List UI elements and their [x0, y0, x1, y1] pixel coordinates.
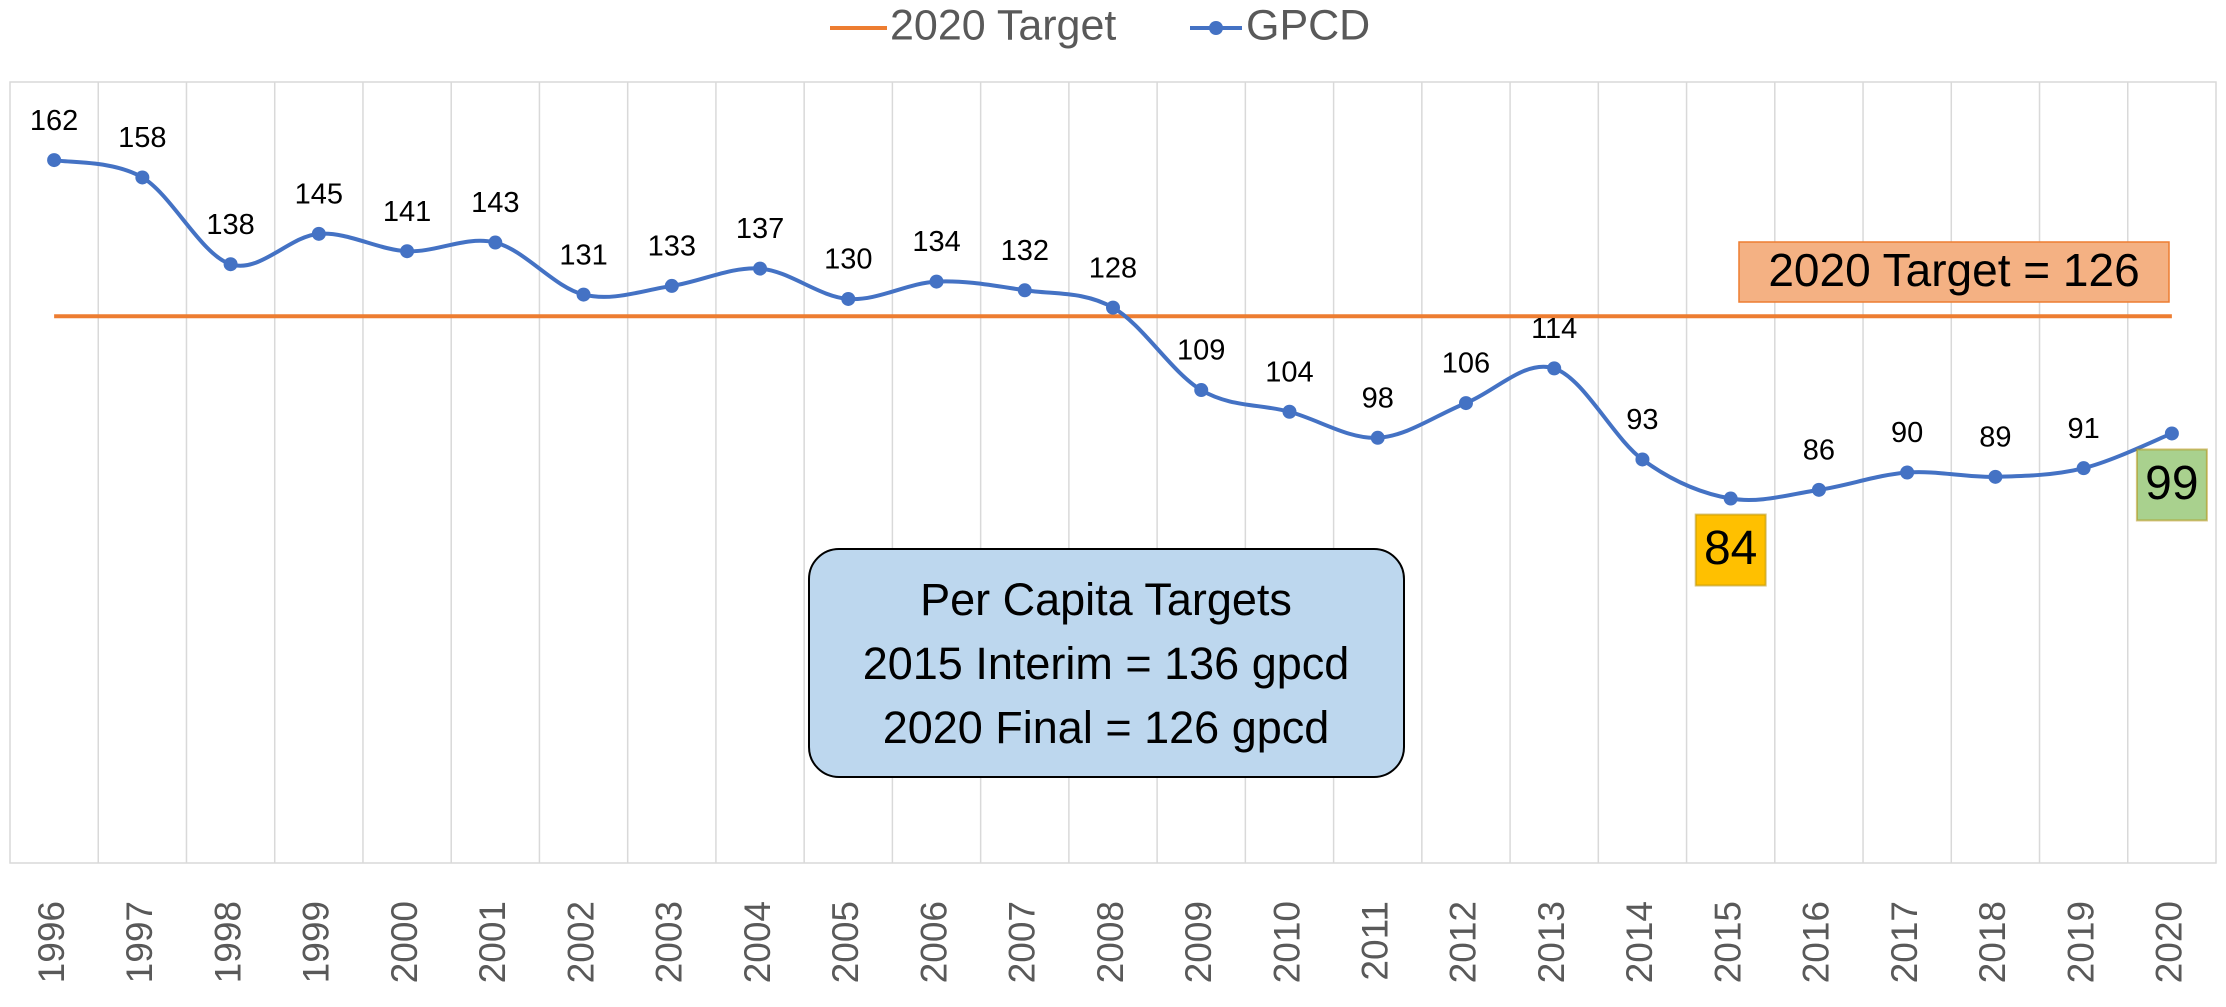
data-label: 86 [1803, 435, 1835, 467]
x-tick-label: 2009 [1178, 901, 1219, 983]
x-tick-label: 2020 [2149, 901, 2190, 983]
gpcd-point [1458, 396, 1473, 411]
gpcd-point [1282, 404, 1297, 419]
data-label: 158 [118, 122, 166, 154]
x-tick-label: 2016 [1796, 901, 1837, 983]
text-box-line: Per Capita Targets [920, 574, 1292, 625]
x-tick-label: 2017 [1884, 901, 1925, 983]
x-tick-label: 1998 [207, 901, 248, 983]
highlight-box [2135, 448, 2208, 522]
gpcd-point [311, 226, 326, 241]
text-box [808, 548, 1405, 778]
text-box-line: 2020 Final = 126 gpcd [883, 702, 1330, 753]
x-tick-label: 2006 [913, 901, 954, 983]
text-box-line: 2015 Interim = 136 gpcd [863, 638, 1350, 689]
annotation: 2020 Target = 126 [1768, 244, 2139, 296]
x-tick-label: 2014 [1619, 901, 1660, 983]
x-tick-label: 1997 [119, 901, 160, 983]
gpcd-point [664, 278, 679, 293]
x-tick-label: 1996 [31, 901, 72, 983]
data-label: 162 [30, 105, 78, 137]
gpcd-point [488, 235, 503, 250]
data-label: 137 [736, 213, 784, 245]
data-label: 84 [1704, 522, 1757, 575]
legend-label: 2020 Target [890, 1, 1116, 49]
data-label: 98 [1362, 382, 1394, 414]
highlight-box [1694, 513, 1767, 587]
x-tick-label: 2000 [384, 901, 425, 983]
gpcd-point [1017, 283, 1032, 298]
data-label: 128 [1089, 252, 1137, 284]
x-tick-label: 2011 [1355, 901, 1396, 981]
x-tick-label: 2007 [1002, 901, 1043, 983]
x-tick-label: 2019 [2060, 901, 2101, 983]
data-label: 145 [295, 179, 343, 211]
gpcd-point [1811, 482, 1826, 497]
x-tick-label: 2015 [1707, 901, 1748, 983]
gpcd-point [223, 257, 238, 272]
gpcd-point [2076, 461, 2091, 476]
data-label: 106 [1442, 348, 1490, 380]
data-label: 131 [559, 239, 607, 271]
data-label: 89 [1979, 421, 2011, 453]
data-label: 99 [2145, 457, 2198, 510]
gpcd-point [1635, 452, 1650, 467]
x-tick-label: 2008 [1090, 901, 1131, 983]
gpcd-point [929, 274, 944, 289]
data-label: 90 [1891, 417, 1923, 449]
data-label: 132 [1001, 235, 1049, 267]
gpcd-point [1988, 469, 2003, 484]
data-label: 114 [1531, 313, 1577, 345]
data-label: 141 [383, 196, 431, 228]
data-label: 133 [648, 231, 696, 263]
x-tick-label: 2010 [1266, 901, 1307, 983]
gpcd-point [1106, 300, 1120, 315]
gpcd-point [47, 153, 62, 168]
data-label: 143 [471, 187, 519, 219]
gpcd-point [1723, 491, 1738, 506]
gpcd-point [1370, 430, 1385, 445]
gpcd-point [841, 291, 856, 306]
x-tick-label: 2004 [737, 901, 778, 983]
gpcd-point [1900, 465, 1915, 480]
x-tick-label: 2013 [1531, 901, 1572, 983]
x-tick-label: 1999 [296, 901, 337, 983]
legend-label: GPCD [1246, 1, 1370, 49]
data-label: 104 [1265, 356, 1313, 388]
data-label: 93 [1626, 404, 1658, 436]
gpcd-point [400, 244, 415, 259]
gpcd-point [576, 287, 591, 302]
gpcd-point [2164, 426, 2179, 441]
data-label: 138 [206, 209, 254, 241]
x-tick-label: 2005 [825, 901, 866, 983]
data-label: 130 [824, 244, 872, 276]
data-label: 134 [912, 226, 960, 258]
x-tick-label: 2018 [1972, 901, 2013, 983]
data-label: 109 [1177, 335, 1225, 367]
gpcd-point [1547, 361, 1562, 376]
gpcd-point [1194, 383, 1209, 398]
x-tick-label: 2001 [472, 901, 513, 983]
data-label: 91 [2068, 413, 2100, 445]
x-tick-label: 2003 [649, 901, 690, 983]
legend-marker [1209, 21, 1223, 35]
x-tick-label: 2002 [560, 901, 601, 983]
annotation-box [1738, 241, 2170, 303]
x-tick-label: 2012 [1443, 901, 1484, 983]
gpcd-point [135, 170, 150, 185]
gpcd-point [753, 261, 768, 276]
